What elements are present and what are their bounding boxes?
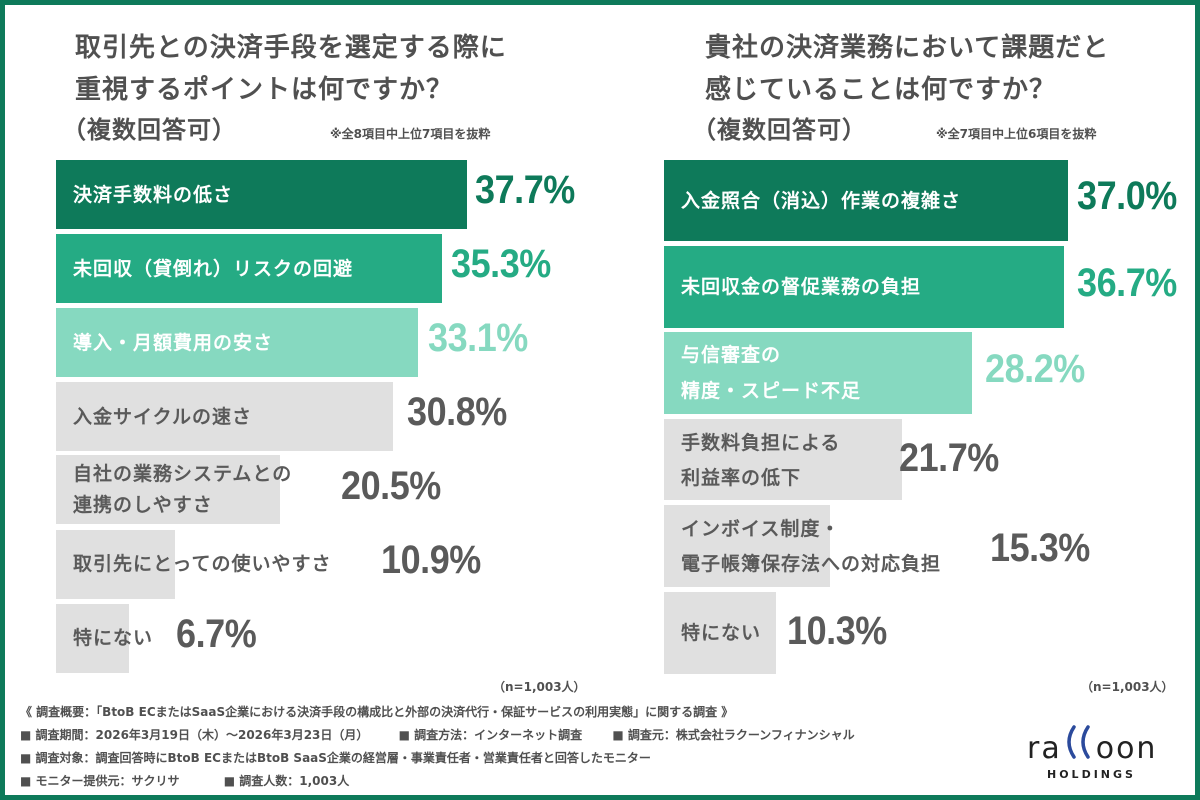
left-bar-5 — [56, 455, 280, 524]
left-bar-7 — [56, 604, 129, 673]
bar-label: 未回収金の督促業務の負担 — [681, 276, 922, 298]
bar-label-line2: 利益率の低下 — [681, 467, 802, 489]
bar-value: 21.7% — [899, 436, 999, 480]
right-bar-4 — [664, 419, 902, 500]
double-arc-icon — [1066, 725, 1090, 759]
bar-value: 28.2% — [985, 347, 1085, 391]
left-bar-1: 決済手数料の低さ — [56, 160, 467, 229]
right-bar-6 — [664, 592, 776, 674]
left-bar-4: 入金サイクルの速さ — [56, 382, 393, 451]
survey-period: ■ 調査期間：2026年3月19日（木）～2026年3月23日（月） — [20, 728, 369, 742]
bar-label: 手数料負担による — [681, 432, 841, 454]
left-title-line3: （複数回答可） — [62, 116, 237, 144]
survey-overview: 《 調査概要：「BtoB ECまたはSaaS企業における決済手段の構成比と外部の… — [20, 705, 734, 719]
bar-value: 20.5% — [341, 464, 441, 508]
left-sample-size: （n=1,003人） — [493, 680, 586, 694]
bar-value: 30.8% — [407, 390, 507, 434]
bar-label: 入金サイクルの速さ — [73, 405, 253, 428]
left-bar-2: 未回収（貸倒れ）リスクの回避 — [56, 234, 442, 303]
left-title-line1: 取引先との決済手段を選定する際に — [75, 33, 507, 63]
bar-label: 特にない — [681, 622, 762, 644]
bar-value: 10.3% — [787, 609, 887, 653]
bar-label-line2: 連携のしやすさ — [73, 494, 213, 516]
left-note: ※全8項目中上位7項目を抜粋 — [330, 127, 491, 141]
bar-value: 6.7% — [176, 612, 257, 656]
bar-label-line2: 精度・スピード不足 — [681, 380, 862, 402]
bar-value: 10.9% — [381, 538, 481, 582]
raccoon-holdings-logo: ra oon HOLDINGS — [1027, 722, 1177, 792]
bar-label: 決済手数料の低さ — [73, 183, 234, 206]
survey-line-4: ■ モニター提供元：サクリサ ■ 調査人数：1,003人 — [20, 770, 349, 792]
left-bar-6 — [56, 530, 175, 599]
bar-label: 与信審査の — [681, 344, 782, 366]
logo-holdings-text: HOLDINGS — [1047, 768, 1136, 781]
bar-label: 未回収（貸倒れ）リスクの回避 — [73, 257, 354, 280]
bar-value: 36.7% — [1077, 261, 1177, 305]
bar-label: 特にない — [73, 627, 154, 649]
survey-target: ■ 調査対象：調査回答時にBtoB ECまたはBtoB SaaS企業の経営層・事… — [20, 751, 651, 765]
bar-label: 入金照合（消込）作業の複雑さ — [681, 189, 962, 212]
bar-value: 37.0% — [1077, 174, 1177, 218]
survey-source: ■ 調査元：株式会社ラクーンフィナンシャル — [612, 728, 855, 742]
logo-text-ra: ra — [1027, 731, 1062, 766]
bar-value: 35.3% — [451, 242, 551, 286]
survey-line-2: ■ 調査期間：2026年3月19日（木）～2026年3月23日（月） ■ 調査方… — [20, 724, 855, 746]
left-title-line2: 重視するポイントは何ですか？ — [75, 75, 454, 105]
right-bar-2: 未回収金の督促業務の負担 — [664, 246, 1064, 328]
right-title-line1: 貴社の決済業務において課題だと — [705, 33, 1110, 63]
right-title-line3: （複数回答可） — [692, 116, 867, 144]
right-sample-size: （n=1,003人） — [1081, 680, 1174, 694]
bar-label: 取引先にとっての使いやすさ — [73, 553, 332, 575]
bar-value: 33.1% — [428, 316, 528, 360]
bar-value: 37.7% — [475, 168, 575, 212]
survey-monitor: ■ モニター提供元：サクリサ — [20, 774, 180, 788]
bar-label: インボイス制度・ — [681, 518, 841, 540]
logo-wordmark: ra oon — [1027, 722, 1157, 766]
bar-label: 自社の業務システムとの — [73, 463, 293, 485]
bar-label-line2: 電子帳簿保存法への対応負担 — [681, 553, 942, 575]
bar-value: 15.3% — [990, 526, 1090, 570]
left-bar-3: 導入・月額費用の安さ — [56, 308, 418, 377]
right-bar-5 — [664, 505, 830, 587]
logo-arc-icon — [1062, 724, 1096, 768]
right-title-line2: 感じていることは何ですか？ — [705, 75, 1057, 105]
right-bar-1: 入金照合（消込）作業の複雑さ — [664, 160, 1068, 241]
right-bar-3 — [664, 332, 972, 414]
survey-count: ■ 調査人数：1,003人 — [223, 774, 350, 788]
survey-method: ■ 調査方法：インターネット調査 — [398, 728, 583, 742]
logo-text-oon: oon — [1095, 731, 1158, 766]
bar-label: 導入・月額費用の安さ — [73, 331, 274, 354]
right-note: ※全7項目中上位6項目を抜粋 — [936, 127, 1097, 141]
